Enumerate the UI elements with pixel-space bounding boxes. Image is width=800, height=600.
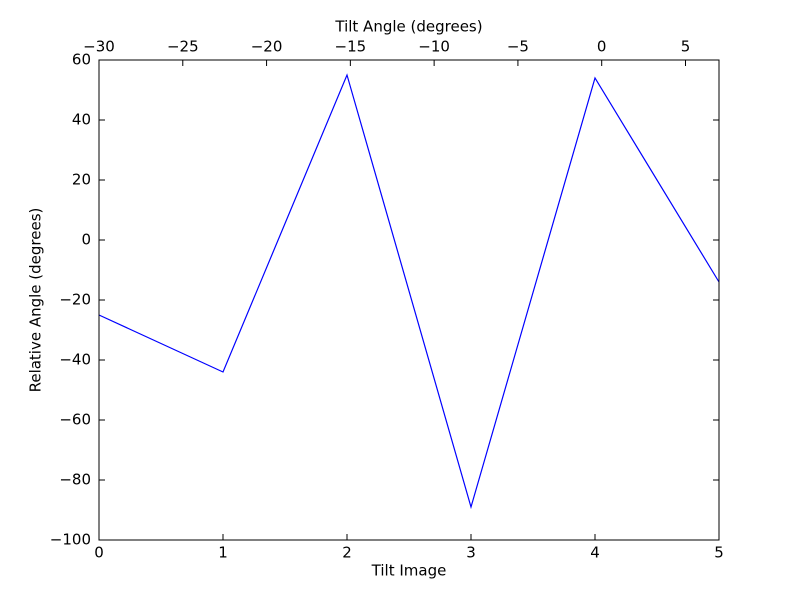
x2-tick-label: −25 xyxy=(167,38,199,56)
y-tick-label: 40 xyxy=(72,111,91,129)
x-tick-label: 0 xyxy=(94,544,104,562)
y-tick-label: 20 xyxy=(72,171,91,189)
x2-tick-label: 0 xyxy=(597,38,607,56)
plot-frame xyxy=(98,59,720,541)
x2-tick-label: −20 xyxy=(251,38,283,56)
y-tick-label: −100 xyxy=(50,531,91,549)
x-tick-label: 4 xyxy=(590,544,600,562)
data-line xyxy=(98,73,720,510)
x-tick-label: 1 xyxy=(218,544,228,562)
x-tick-label: 2 xyxy=(342,544,352,562)
x2-tick-label: −15 xyxy=(335,38,367,56)
y-tick-label: −20 xyxy=(59,291,91,309)
y-tick-label: 60 xyxy=(72,51,91,69)
x2-axis-label: Tilt Angle (degrees) xyxy=(334,18,482,36)
x2-tick-label: −5 xyxy=(507,38,529,56)
x2-tick-label: −10 xyxy=(418,38,450,56)
y-tick-label: −60 xyxy=(59,411,91,429)
y-tick-label: 0 xyxy=(81,231,91,249)
x-tick-label: 5 xyxy=(714,544,724,562)
y-tick-label: −80 xyxy=(59,471,91,489)
x-tick-label: 3 xyxy=(466,544,476,562)
y-axis-label: Relative Angle (degrees) xyxy=(27,208,45,393)
x-axis-label: Tilt Image xyxy=(371,562,447,580)
x2-tick-label: −30 xyxy=(83,38,115,56)
y-tick-label: −40 xyxy=(59,351,91,369)
x2-tick-label: 5 xyxy=(681,38,691,56)
